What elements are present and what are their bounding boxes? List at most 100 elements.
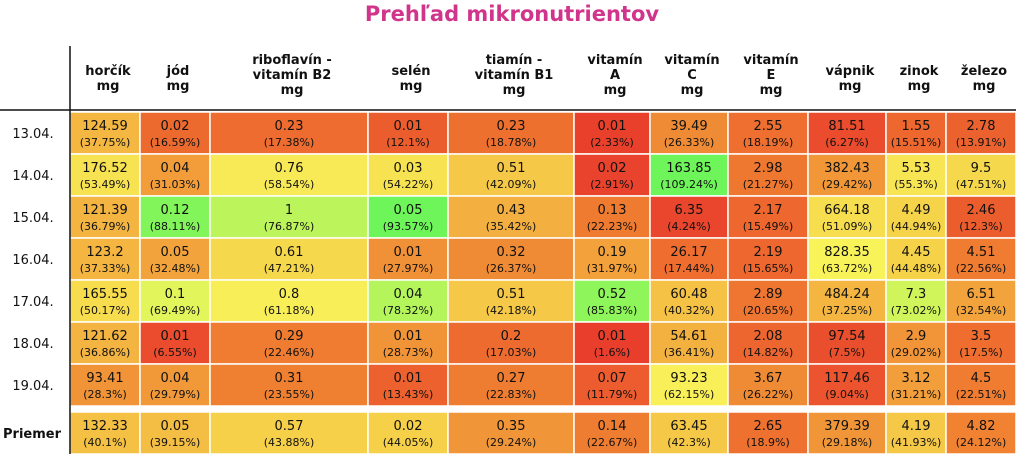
heatmap-cell bbox=[139, 195, 211, 239]
heatmap-cell bbox=[447, 321, 575, 365]
heatmap-cell bbox=[447, 237, 575, 281]
cell-value: 4.51 bbox=[967, 245, 996, 260]
cell-value: 132.33 bbox=[82, 419, 128, 434]
cell-percent: (29.18%) bbox=[822, 436, 873, 449]
average-row-label: Priemer bbox=[3, 427, 62, 442]
cell-percent: (39.15%) bbox=[150, 436, 201, 449]
cell-percent: (78.32%) bbox=[383, 304, 434, 317]
column-header-line: mg bbox=[503, 83, 526, 98]
cell-value: 1 bbox=[285, 203, 293, 218]
cell-value: 165.55 bbox=[82, 287, 128, 302]
cell-percent: (28.3%) bbox=[83, 388, 127, 401]
cell-percent: (14.82%) bbox=[743, 346, 794, 359]
cell-percent: (69.49%) bbox=[150, 304, 201, 317]
row-label: 14.04. bbox=[12, 169, 53, 184]
cell-value: 0.01 bbox=[598, 329, 627, 344]
average-cell bbox=[139, 411, 211, 455]
cell-value: 121.39 bbox=[82, 203, 128, 218]
cell-value: 4.82 bbox=[967, 419, 996, 434]
average-cell bbox=[945, 411, 1017, 455]
cell-value: 0.8 bbox=[279, 287, 300, 302]
cell-value: 4.5 bbox=[971, 371, 992, 386]
cell-percent: (50.17%) bbox=[80, 304, 131, 317]
heatmap-cell bbox=[573, 153, 651, 197]
cell-percent: (43.88%) bbox=[264, 436, 315, 449]
cell-percent: (13.43%) bbox=[383, 388, 434, 401]
cell-value: 0.27 bbox=[497, 371, 526, 386]
cell-percent: (22.51%) bbox=[956, 388, 1007, 401]
heatmap-cell bbox=[727, 321, 809, 365]
cell-percent: (29.79%) bbox=[150, 388, 201, 401]
heatmap-cell bbox=[649, 321, 729, 365]
heatmap-cell bbox=[727, 279, 809, 323]
column-header-line: mg bbox=[839, 79, 862, 94]
cell-percent: (29.24%) bbox=[486, 436, 537, 449]
cell-percent: (44.94%) bbox=[891, 220, 942, 233]
cell-value: 4.45 bbox=[902, 245, 931, 260]
cell-value: 0.05 bbox=[161, 419, 190, 434]
cell-percent: (29.02%) bbox=[891, 346, 942, 359]
cell-value: 117.46 bbox=[824, 371, 870, 386]
column-header-line: horčík bbox=[85, 64, 131, 79]
cell-percent: (21.27%) bbox=[743, 178, 794, 191]
cell-value: 63.45 bbox=[670, 419, 707, 434]
cell-value: 0.01 bbox=[394, 119, 423, 134]
cell-value: 4.49 bbox=[902, 203, 931, 218]
cell-value: 2.9 bbox=[906, 329, 927, 344]
cell-percent: (7.5%) bbox=[829, 346, 866, 359]
column-header-line: vápnik bbox=[826, 64, 875, 79]
heatmap-cell bbox=[885, 153, 947, 197]
cell-percent: (62.15%) bbox=[664, 388, 715, 401]
heatmap-cell bbox=[807, 195, 887, 239]
cell-percent: (63.72%) bbox=[822, 262, 873, 275]
heatmap-cell bbox=[367, 153, 449, 197]
heatmap-cell bbox=[649, 363, 729, 407]
heatmap-cell bbox=[649, 195, 729, 239]
cell-percent: (15.51%) bbox=[891, 136, 942, 149]
cell-value: 0.13 bbox=[598, 203, 627, 218]
cell-value: 39.49 bbox=[670, 119, 707, 134]
column-header-line: vitamín B2 bbox=[253, 68, 332, 83]
cell-percent: (36.79%) bbox=[80, 220, 131, 233]
cell-percent: (55.3%) bbox=[894, 178, 938, 191]
heatmap-cell bbox=[209, 363, 369, 407]
heatmap-cell bbox=[885, 279, 947, 323]
row-label: 19.04. bbox=[12, 379, 53, 394]
cell-value: 2.89 bbox=[754, 287, 783, 302]
heatmap-cell bbox=[209, 321, 369, 365]
cell-value: 0.01 bbox=[161, 329, 190, 344]
row-label: 17.04. bbox=[12, 295, 53, 310]
cell-percent: (27.97%) bbox=[383, 262, 434, 275]
cell-percent: (22.67%) bbox=[587, 436, 638, 449]
heatmap-cell bbox=[209, 111, 369, 155]
cell-value: 0.07 bbox=[598, 371, 627, 386]
cell-percent: (51.09%) bbox=[822, 220, 873, 233]
column-header-line: mg bbox=[760, 83, 783, 98]
cell-value: 163.85 bbox=[666, 161, 712, 176]
cell-percent: (18.9%) bbox=[746, 436, 790, 449]
cell-value: 6.51 bbox=[967, 287, 996, 302]
column-header-line: vitamín bbox=[587, 53, 642, 68]
cell-percent: (32.48%) bbox=[150, 262, 201, 275]
cell-percent: (4.24%) bbox=[667, 220, 711, 233]
cell-percent: (93.57%) bbox=[383, 220, 434, 233]
cell-value: 0.14 bbox=[598, 419, 627, 434]
cell-percent: (28.73%) bbox=[383, 346, 434, 359]
cell-percent: (85.83%) bbox=[587, 304, 638, 317]
cell-value: 176.52 bbox=[82, 161, 128, 176]
heatmap-cell bbox=[727, 237, 809, 281]
cell-value: 0.76 bbox=[275, 161, 304, 176]
average-cell bbox=[209, 411, 369, 455]
heatmap-cell bbox=[367, 321, 449, 365]
heatmap-cell bbox=[945, 237, 1017, 281]
cell-percent: (20.65%) bbox=[743, 304, 794, 317]
row-label: 15.04. bbox=[12, 211, 53, 226]
heatmap-cell bbox=[447, 279, 575, 323]
cell-value: 0.57 bbox=[275, 419, 304, 434]
cell-percent: (36.41%) bbox=[664, 346, 715, 359]
row-label: 18.04. bbox=[12, 337, 53, 352]
